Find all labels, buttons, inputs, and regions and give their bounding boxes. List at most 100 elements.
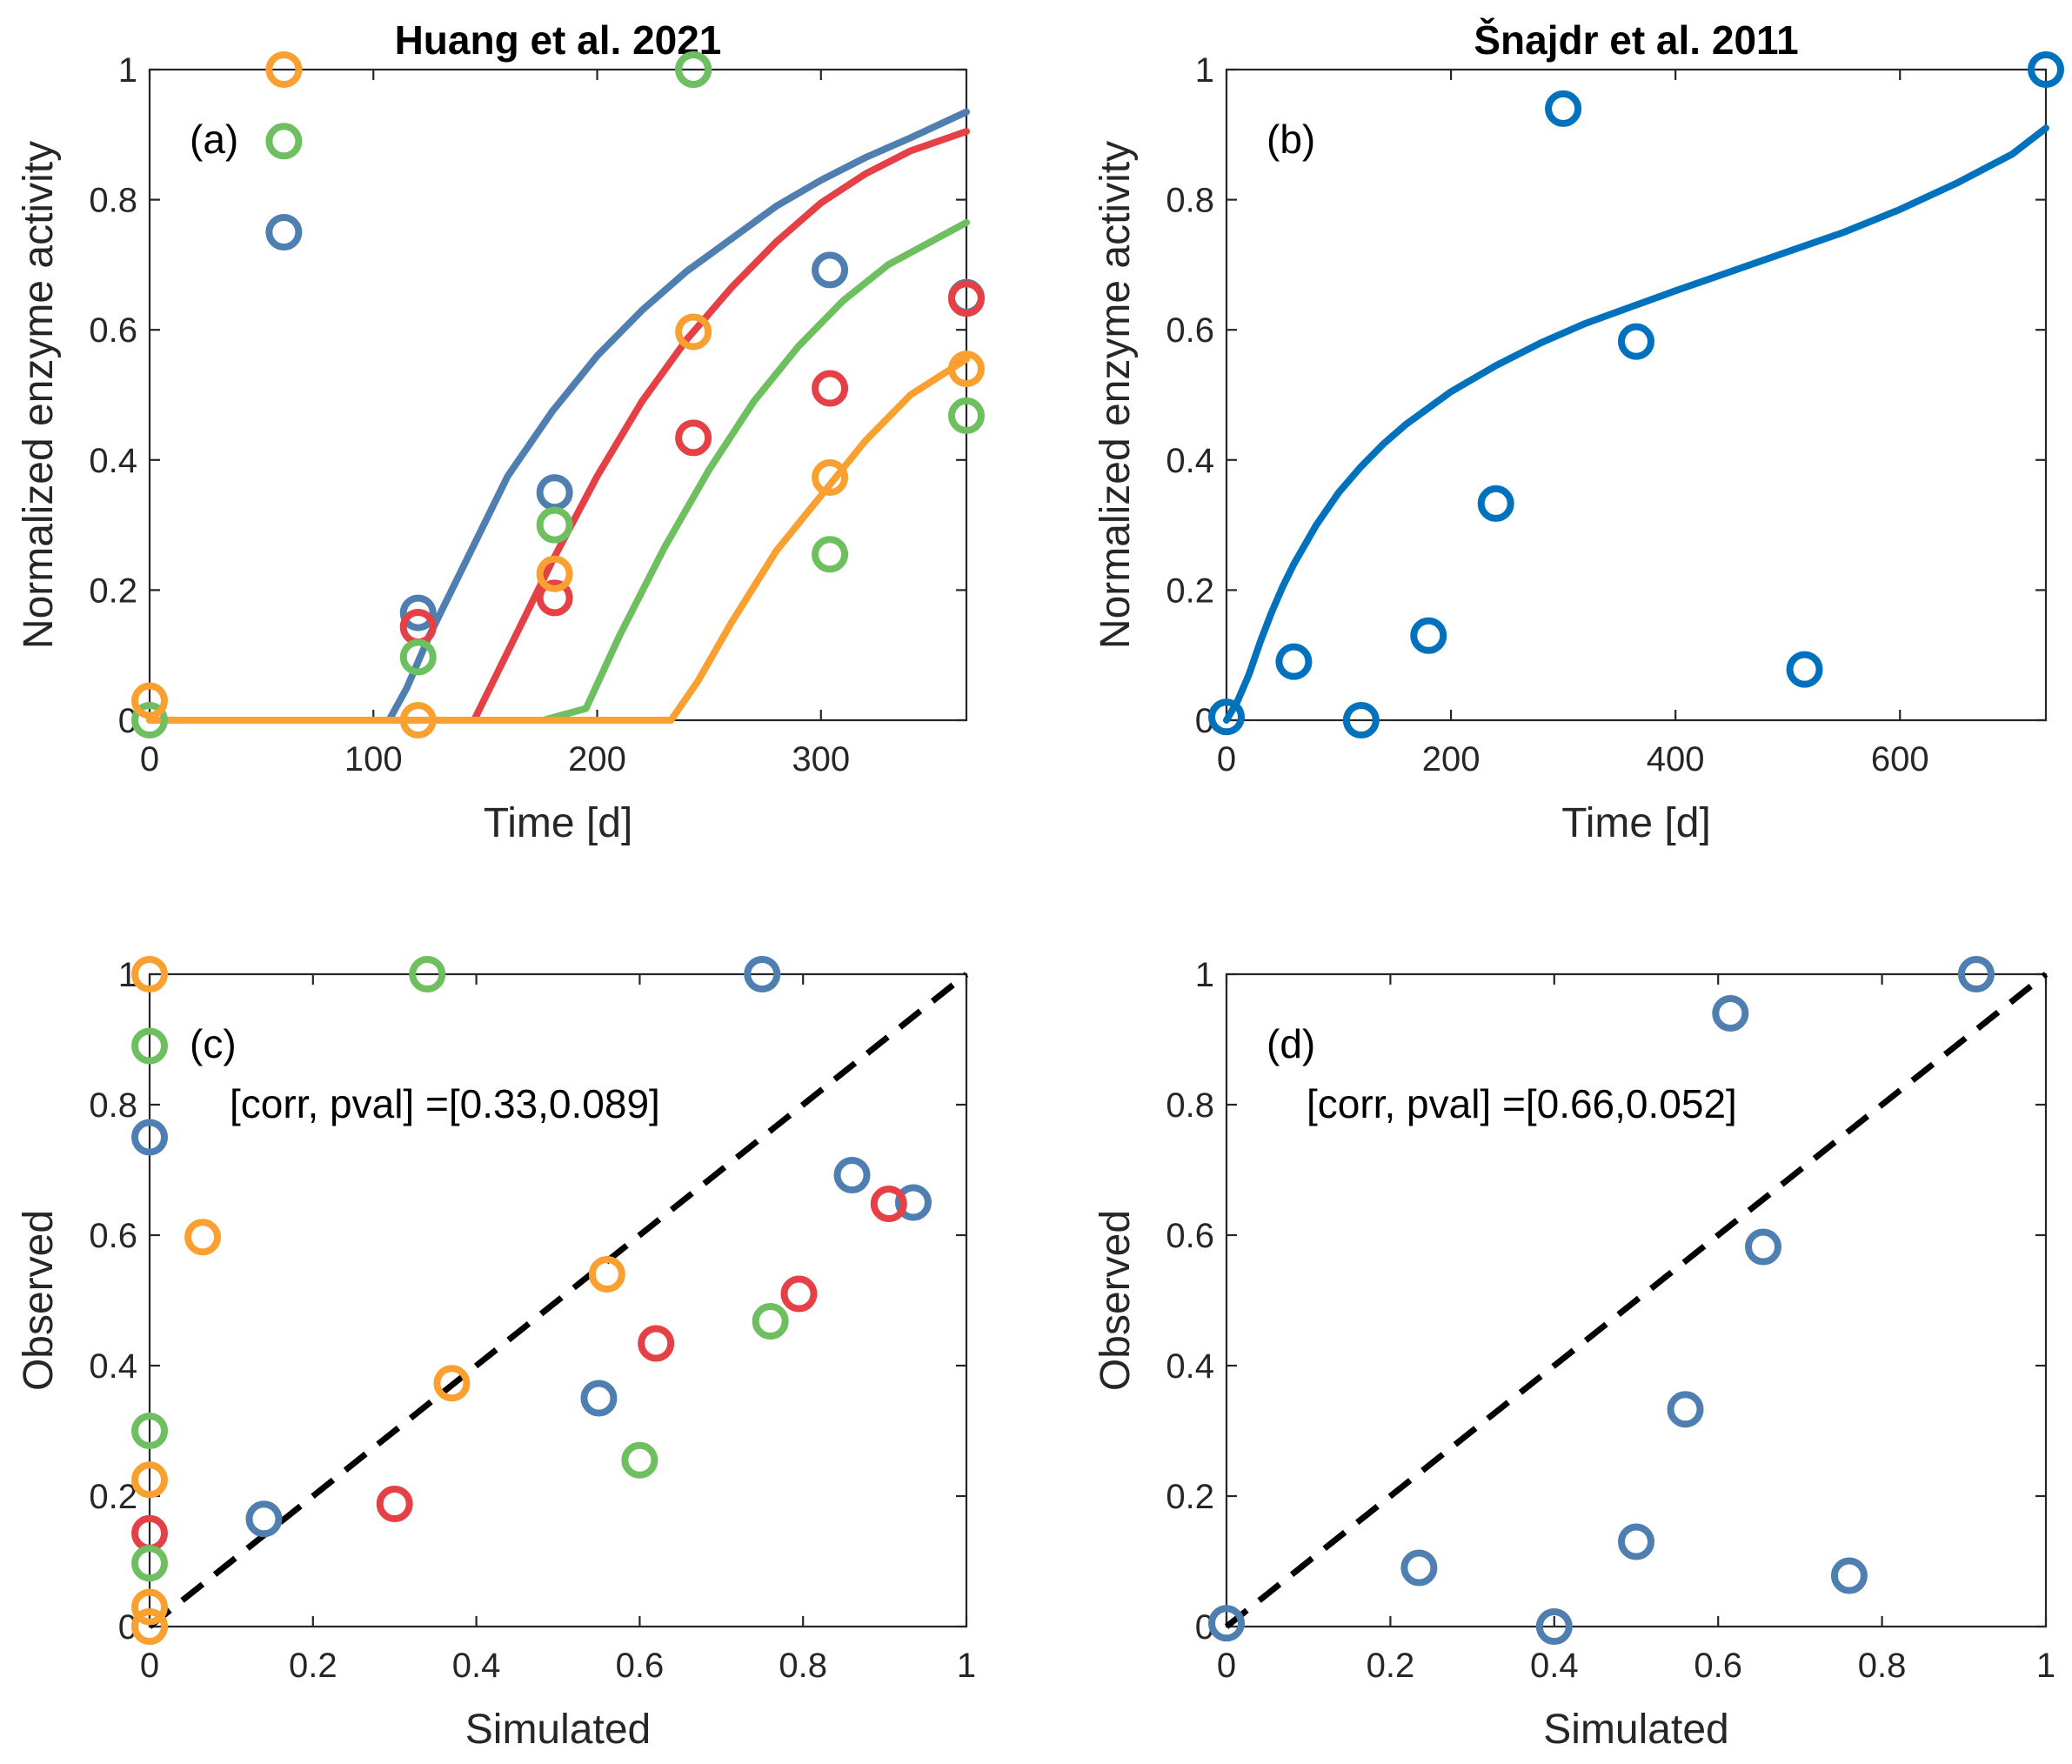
x-axis-label: Time [d] xyxy=(484,800,633,846)
x-tick-label: 0.4 xyxy=(1530,1647,1579,1685)
data-point-series-4 xyxy=(948,351,985,388)
axes-box xyxy=(148,972,968,1628)
y-tick-label: 0.8 xyxy=(89,182,137,220)
data-point-series-3 xyxy=(131,1027,168,1065)
y-axis-label: Observed xyxy=(16,1210,62,1391)
data-point-series-1 xyxy=(1618,323,1654,360)
data-point-series-1 xyxy=(1535,1608,1573,1645)
model-line-series-1 xyxy=(1223,124,2049,724)
data-point-series-4 xyxy=(433,1365,471,1402)
x-axis-label: Time [d] xyxy=(1561,800,1711,846)
data-point-series-4 xyxy=(131,956,168,992)
y-tick-label: 0.6 xyxy=(1166,1217,1214,1255)
data-point-series-2 xyxy=(780,1275,818,1313)
data-point-series-1 xyxy=(1275,643,1313,680)
data-point-series-1 xyxy=(894,1184,932,1221)
panel-label: (c) xyxy=(190,1021,237,1066)
panel-label: (b) xyxy=(1267,117,1315,162)
data-point-series-1 xyxy=(536,474,573,511)
data-point-series-3 xyxy=(948,397,985,434)
data-point-series-1 xyxy=(399,594,437,631)
data-point-series-4 xyxy=(399,702,437,738)
data-point-series-1 xyxy=(2028,51,2064,88)
data-point-series-1 xyxy=(1208,1605,1245,1642)
y-tick-label: 0.4 xyxy=(89,1347,137,1386)
axes-box xyxy=(1225,68,2048,722)
panel-d: 0 0.2 0.4 0.6 0.8 100.20.40.60.81SimulatedObs… xyxy=(1093,956,2055,1753)
panel-label: (d) xyxy=(1267,1021,1315,1066)
x-tick-label: 0 xyxy=(1217,1647,1236,1685)
x-tick-label: 1 xyxy=(2036,1647,2055,1685)
y-tick-label: 0 xyxy=(118,1608,137,1647)
data-point-series-3 xyxy=(265,123,303,160)
y-tick-label: 0.2 xyxy=(89,1478,137,1516)
correlation-annotation: [corr, pval] =[0.33,0.089] xyxy=(230,1081,660,1126)
data-point-series-4 xyxy=(131,1588,168,1626)
data-point-series-3 xyxy=(131,1545,168,1582)
data-point-series-1 xyxy=(1618,1523,1654,1560)
x-tick-label: 200 xyxy=(1422,740,1480,778)
y-tick-label: 0.2 xyxy=(1166,571,1214,610)
correlation-annotation: [corr, pval] =[0.66,0.052] xyxy=(1307,1081,1737,1126)
data-point-series-3 xyxy=(675,51,712,88)
data-point-series-1 xyxy=(1545,90,1582,127)
data-point-series-4 xyxy=(265,51,303,88)
x-tick-label: 0.2 xyxy=(1367,1647,1415,1685)
panel-c: 0 0.2 0.4 0.6 0.8 1 0 0.2 0.4 0.6 0.8 1 Simulated Obs… xyxy=(16,956,976,1753)
data-point-series-1 xyxy=(1410,617,1447,654)
y-tick-label: 0.4 xyxy=(1166,1347,1214,1386)
data-point-series-1 xyxy=(131,1119,168,1156)
data-point-series-1 xyxy=(1342,702,1380,738)
x-tick-label: 200 xyxy=(568,740,626,778)
y-axis-label: Normalized enzyme activity xyxy=(1093,141,1139,649)
y-tick-label: 0.8 xyxy=(1166,1086,1214,1125)
data-point-series-3 xyxy=(536,506,573,544)
data-point-series-2 xyxy=(948,280,985,317)
model-line-series-1 xyxy=(385,108,970,724)
y-tick-label: 0.2 xyxy=(1166,1478,1214,1516)
y-tick-label: 1 xyxy=(1195,51,1214,90)
y-tick-label: 0.8 xyxy=(1166,182,1214,220)
y-tick-label: 1 xyxy=(1195,956,1214,994)
data-point-series-4 xyxy=(536,555,573,592)
data-point-series-2 xyxy=(870,1186,907,1222)
data-point-series-4 xyxy=(131,1608,168,1645)
x-tick-label: 300 xyxy=(792,740,850,778)
one-to-one-line xyxy=(1224,972,2049,1629)
x-tick-label: 0.2 xyxy=(289,1647,338,1685)
data-point-series-1 xyxy=(1477,484,1514,522)
y-tick-label: 0 xyxy=(118,702,137,740)
data-point-series-4 xyxy=(131,1461,168,1499)
one-to-one-line xyxy=(147,972,969,1629)
x-tick-label: 100 xyxy=(344,740,403,778)
x-tick-label: 400 xyxy=(1647,740,1705,778)
data-point-series-4 xyxy=(675,313,712,351)
data-point-series-3 xyxy=(752,1303,789,1340)
data-point-series-1 xyxy=(245,1500,283,1538)
y-tick-label: 1 xyxy=(118,956,137,994)
data-point-series-3 xyxy=(399,638,437,676)
data-point-series-2 xyxy=(536,579,573,617)
x-axis-label: Simulated xyxy=(465,1707,651,1753)
y-tick-label: 0.2 xyxy=(89,571,137,610)
x-tick-label: 0.8 xyxy=(1858,1647,1907,1685)
data-point-series-3 xyxy=(409,956,446,992)
x-tick-label: 0.8 xyxy=(779,1647,827,1685)
data-point-series-1 xyxy=(1786,651,1823,688)
data-point-series-3 xyxy=(812,536,849,573)
y-tick-label: 0.6 xyxy=(1166,311,1214,350)
x-tick-label: 0 xyxy=(140,1647,159,1685)
x-tick-label: 0.6 xyxy=(1694,1647,1742,1685)
y-tick-label: 0.4 xyxy=(89,442,137,480)
y-tick-label: 0.4 xyxy=(1166,442,1214,480)
axes-box xyxy=(1225,972,2048,1628)
data-point-series-3 xyxy=(131,1413,168,1449)
data-point-series-2 xyxy=(376,1486,413,1522)
data-point-series-1 xyxy=(1400,1549,1438,1587)
data-point-series-4 xyxy=(812,458,849,496)
data-point-series-4 xyxy=(184,1219,222,1256)
x-tick-label: 0.4 xyxy=(452,1647,501,1685)
y-tick-label: 0.6 xyxy=(89,1217,137,1255)
data-point-series-4 xyxy=(588,1256,625,1293)
